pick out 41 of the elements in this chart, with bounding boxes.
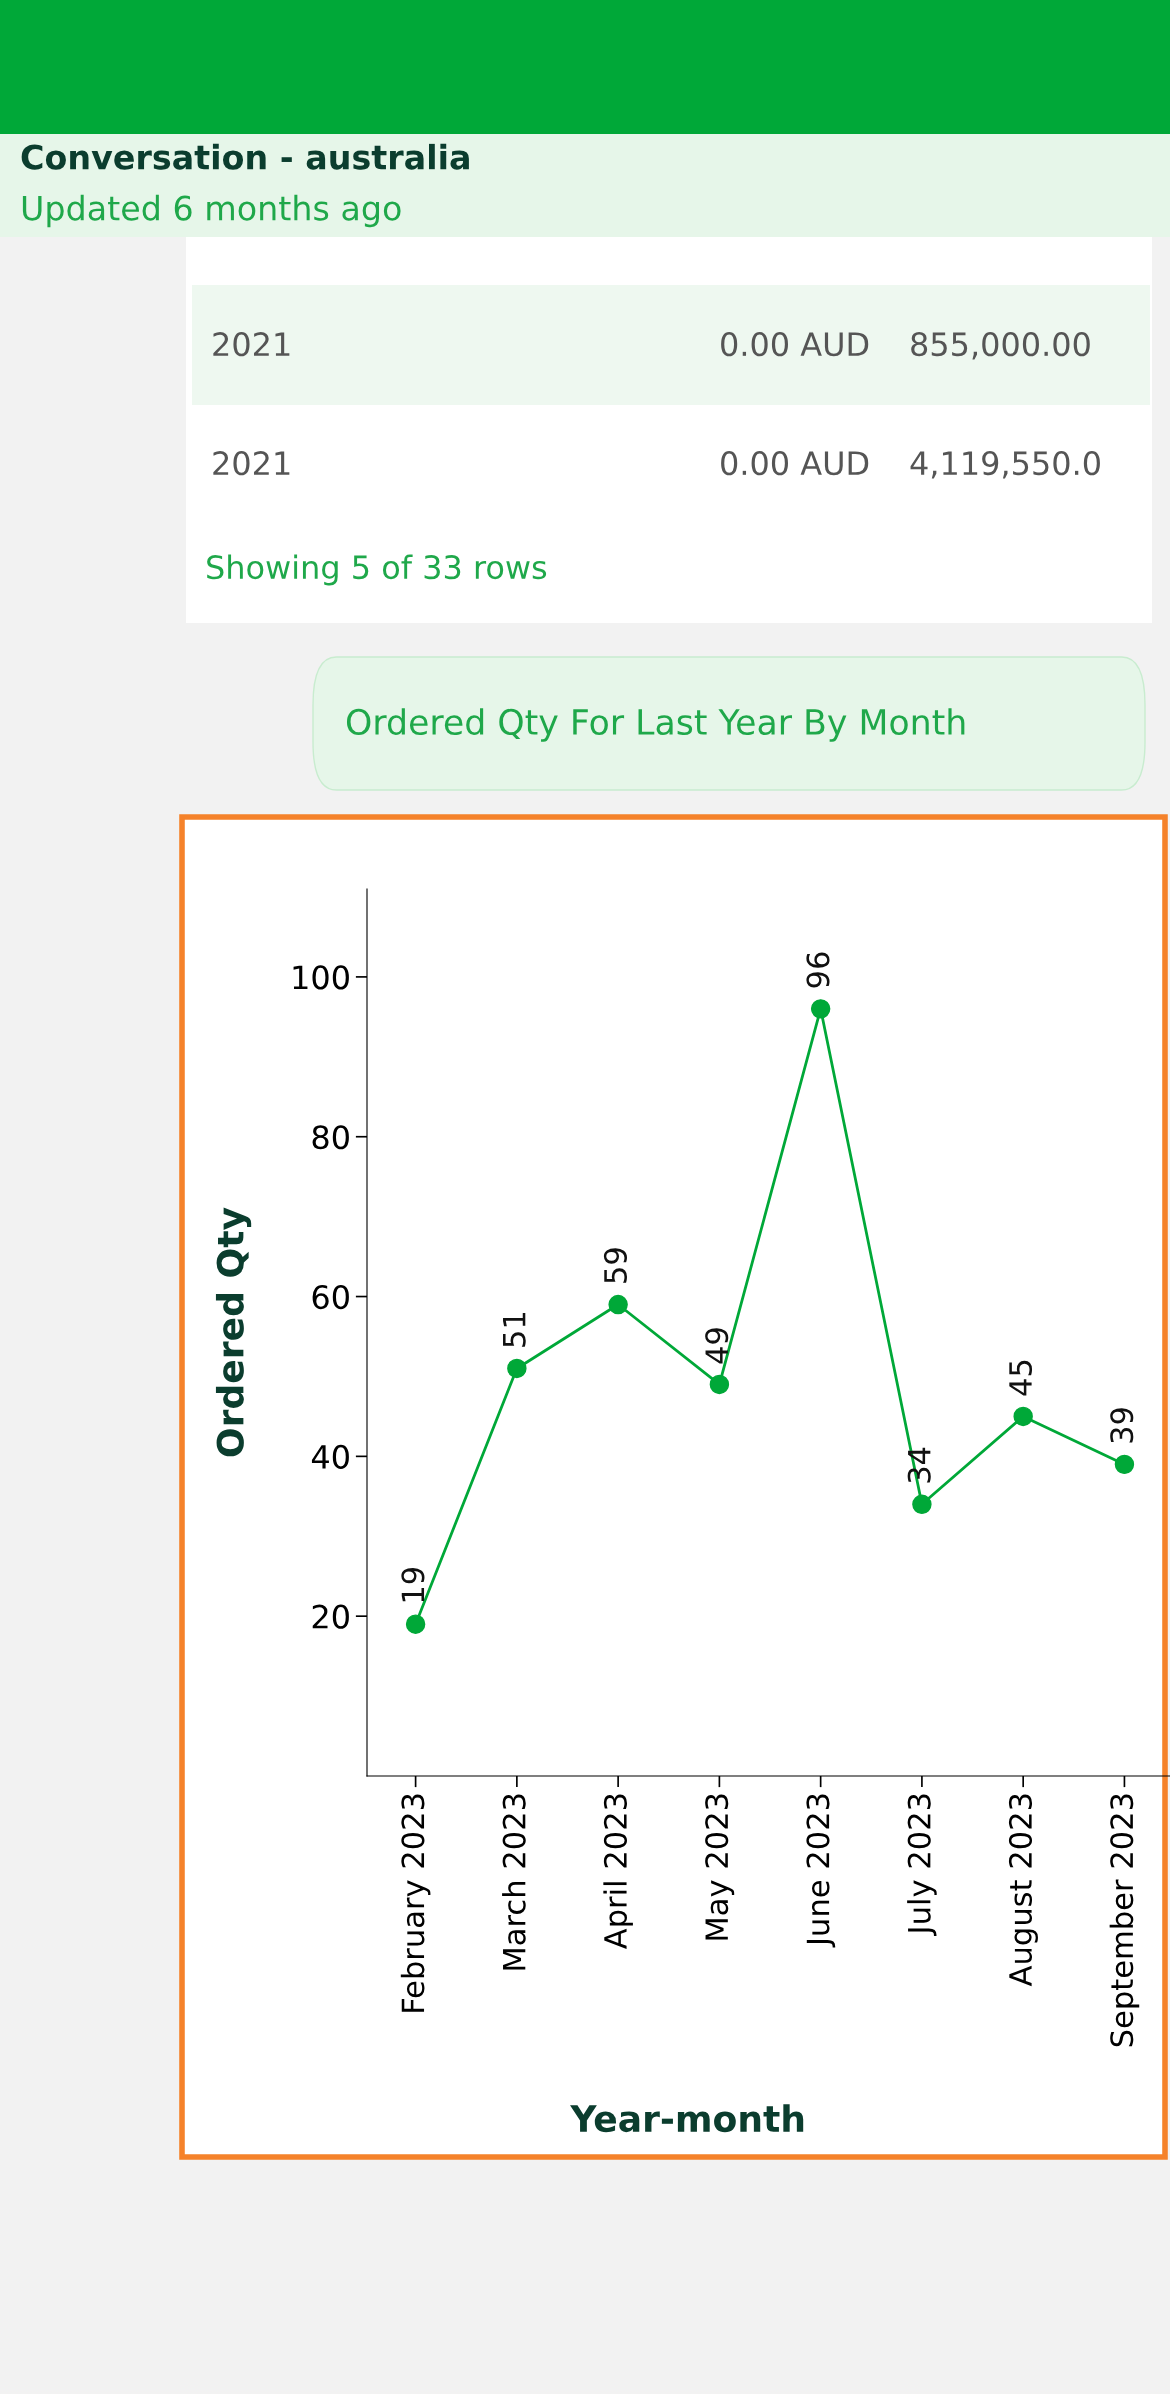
data-label: 51 — [503, 1312, 526, 1347]
text: 2021 — [213, 451, 290, 476]
point — [810, 999, 831, 1019]
point — [608, 1294, 628, 1315]
x-tick-label: July 2023 — [907, 1794, 937, 1936]
y-tick-label: 80 — [312, 1125, 349, 1150]
data-label: 39 — [1110, 1408, 1134, 1443]
x-tick-label: May 2023 — [705, 1794, 735, 1940]
text: 0.00 AUD — [721, 451, 869, 476]
data-label: 34 — [907, 1447, 931, 1483]
x-tick-label: March 2023 — [502, 1794, 526, 1970]
y-tick-label: 20 — [312, 1604, 349, 1629]
point — [405, 1614, 426, 1634]
x-tick-label: June 2023 — [806, 1794, 836, 1948]
y-tick-label: 100 — [293, 965, 349, 990]
data-label: 45 — [1009, 1360, 1033, 1396]
x-tick-label: September 2023 — [1109, 1794, 1140, 2047]
point — [912, 1494, 932, 1515]
data-label: 96 — [806, 952, 830, 988]
text: Ordered Qty For Last Year By Month — [346, 708, 965, 742]
text: 0.00 AUD — [721, 332, 869, 357]
text: 2021 — [213, 332, 290, 357]
data-label: 49 — [705, 1328, 729, 1364]
text: Updated 6 months ago — [22, 194, 401, 228]
text: Showing 5 of 33 rows — [207, 554, 547, 586]
data-label: 59 — [603, 1248, 627, 1283]
text: Conversation - australia — [21, 143, 469, 170]
y-axis-title: Ordered Qty — [215, 1207, 252, 1457]
x-tick-label: April 2023 — [603, 1794, 633, 1950]
text: 855,000.00 — [911, 332, 1090, 360]
y-tick-label: 60 — [312, 1284, 349, 1310]
point — [709, 1374, 730, 1395]
point — [507, 1358, 527, 1379]
text: 4,119,550.0 — [910, 451, 1100, 479]
data-label: 19 — [401, 1567, 425, 1602]
y-tick-label: 40 — [311, 1444, 349, 1469]
x-tick-label: August 2023 — [1008, 1794, 1038, 1987]
point — [1013, 1406, 1033, 1427]
x-tick-label: February 2023 — [400, 1794, 431, 2012]
x-axis-title: Year-month — [570, 2104, 804, 2133]
point — [1114, 1454, 1135, 1475]
